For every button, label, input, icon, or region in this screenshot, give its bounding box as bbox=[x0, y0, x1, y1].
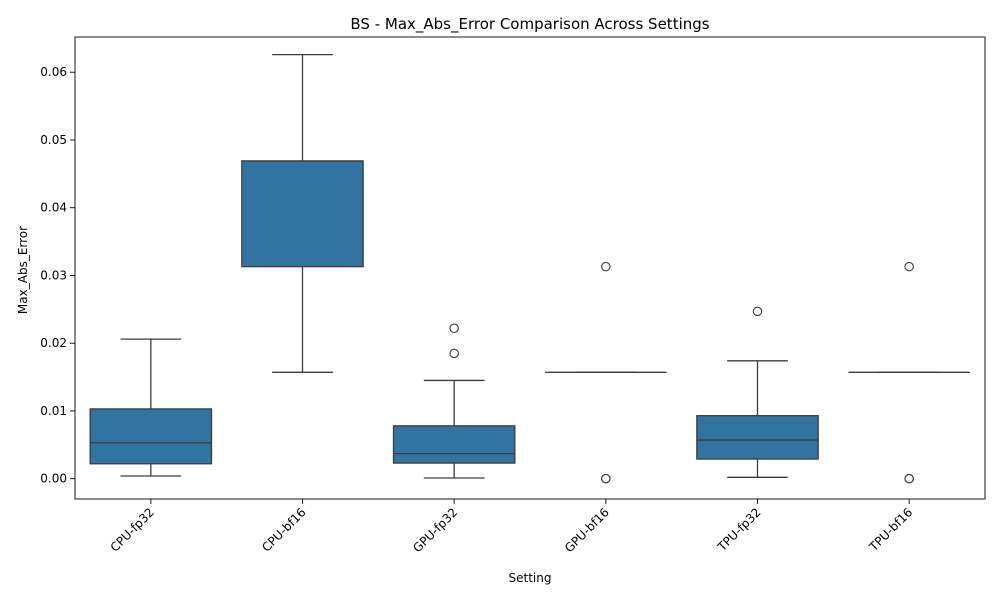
y-axis-label: Max_Abs_Error bbox=[16, 226, 30, 314]
y-tick-label: 0.04 bbox=[40, 201, 67, 215]
outlier-point bbox=[601, 261, 611, 272]
x-tick-label: GPU-fp32 bbox=[410, 505, 460, 555]
y-tick-label: 0.03 bbox=[40, 268, 67, 282]
box-tpu-fp32 bbox=[696, 415, 819, 460]
plot-frame bbox=[74, 36, 986, 500]
outlier-point bbox=[904, 473, 914, 484]
x-tick-label: CPU-fp32 bbox=[108, 505, 157, 554]
outlier-point bbox=[601, 473, 611, 484]
y-tick-label: 0.06 bbox=[40, 65, 67, 79]
outlier-point bbox=[449, 323, 459, 334]
x-tick-label: TPU-bf16 bbox=[866, 505, 915, 554]
x-tick-label: TPU-fp32 bbox=[714, 505, 763, 554]
x-tick-label: GPU-bf16 bbox=[562, 505, 612, 555]
outlier-point bbox=[449, 348, 459, 359]
box-gpu-fp32 bbox=[392, 425, 516, 464]
outlier-point bbox=[904, 261, 914, 272]
box-cpu-fp32 bbox=[89, 408, 213, 465]
outlier-point bbox=[752, 306, 763, 317]
box-cpu-bf16 bbox=[241, 160, 364, 268]
chart-title: BS - Max_Abs_Error Comparison Across Set… bbox=[350, 15, 709, 34]
y-tick-label: 0.00 bbox=[40, 472, 67, 486]
y-tick-label: 0.01 bbox=[40, 404, 67, 418]
plot-area: 0.00 0.01 0.02 0.03 0.04 0.05 0.06 CPU-fp32 CPU-… bbox=[40, 36, 986, 555]
x-axis-label: Setting bbox=[509, 571, 552, 585]
x-tick-label: CPU-bf16 bbox=[259, 505, 308, 554]
y-tick-label: 0.05 bbox=[40, 133, 67, 147]
y-tick-label: 0.02 bbox=[40, 336, 67, 350]
